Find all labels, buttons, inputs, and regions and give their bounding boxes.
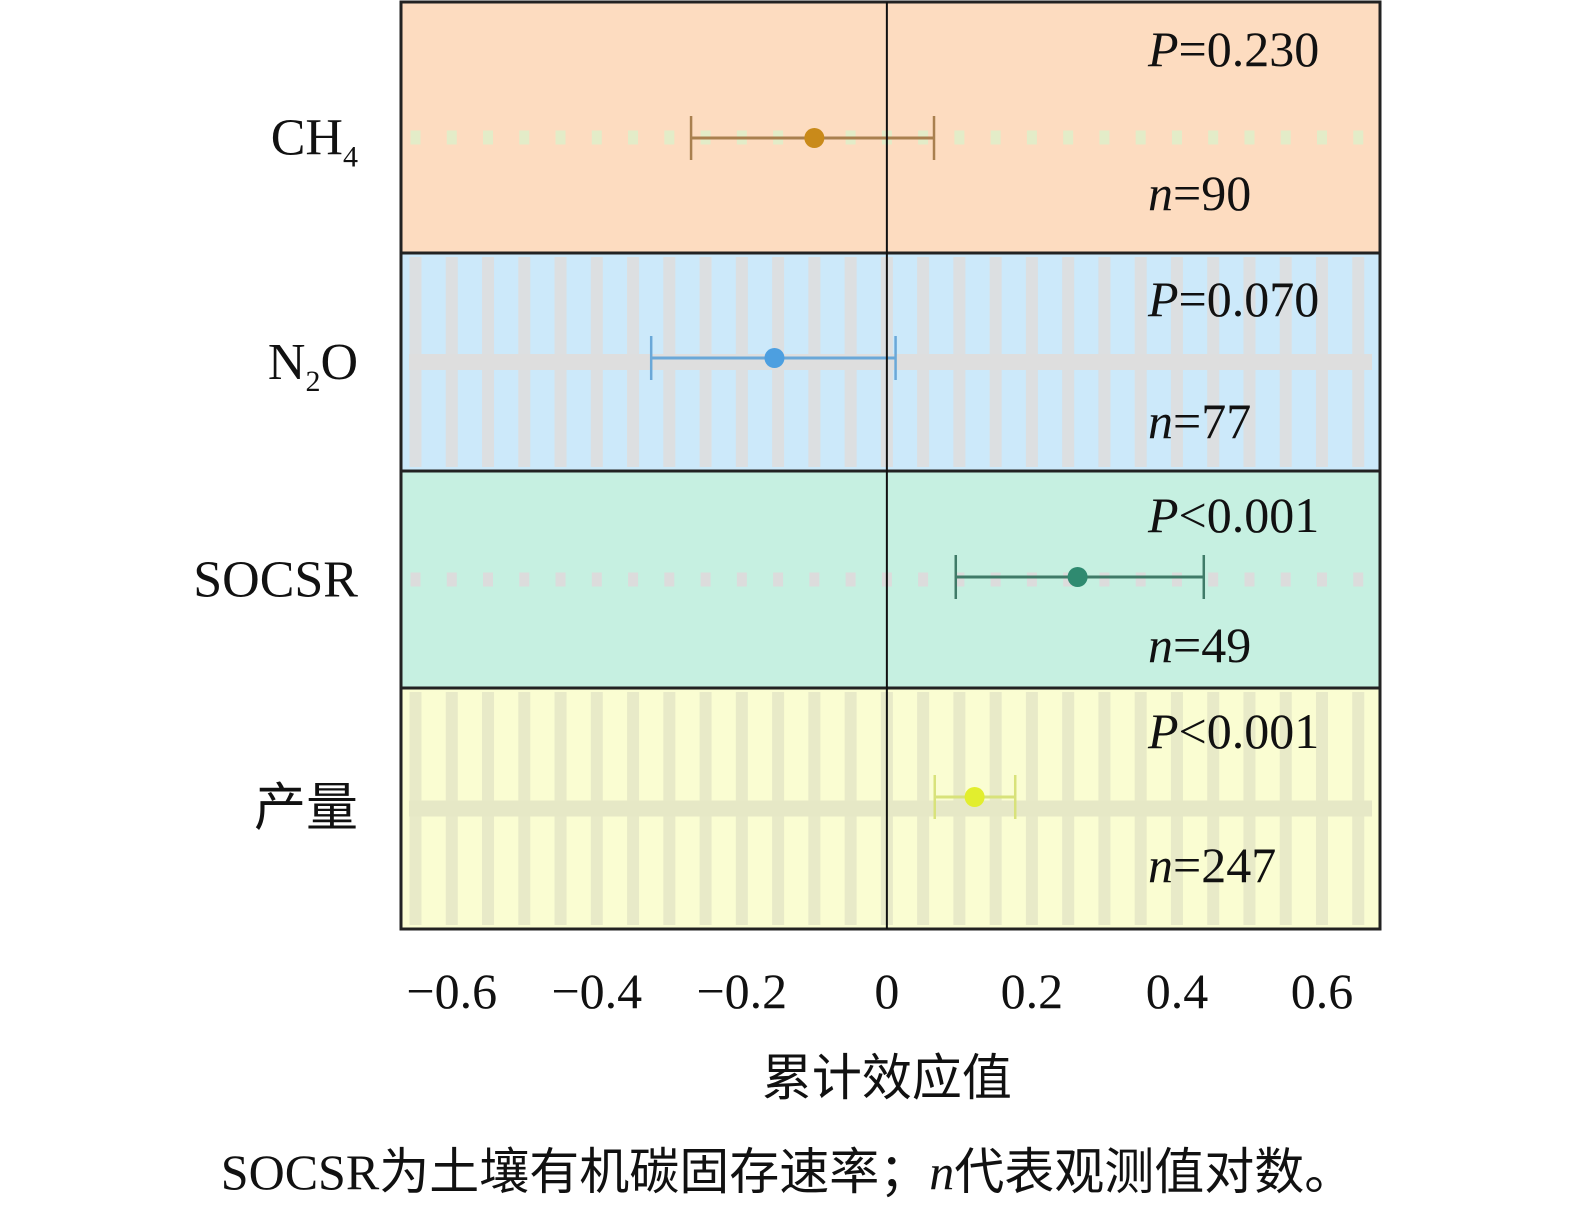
figure-caption: SOCSR为土壤有机碳固存速率；n代表观测值对数。	[0, 1132, 1575, 1204]
grid-dot	[664, 572, 675, 587]
p-value-label: P=0.230	[1147, 21, 1319, 77]
estimate-point	[804, 128, 825, 148]
grid-dot	[555, 572, 566, 587]
grid-dot	[1171, 130, 1182, 145]
grid-dot	[1099, 572, 1110, 587]
sample-size-label: n=90	[1148, 165, 1251, 221]
grid-dot	[809, 572, 820, 587]
grid-dot	[1135, 130, 1146, 145]
grid-dot	[1208, 130, 1219, 145]
category-label: CH4	[271, 110, 358, 174]
p-value-label: P=0.070	[1147, 271, 1319, 327]
x-tick-label: 0.6	[1291, 963, 1354, 1019]
grid-dot	[1244, 130, 1255, 145]
grid-dot	[918, 572, 929, 587]
grid-dot	[1135, 572, 1146, 587]
grid-dot	[1208, 572, 1219, 587]
p-value-label: P<0.001	[1147, 487, 1319, 543]
grid-dot	[1316, 130, 1327, 145]
grid-dot	[591, 130, 602, 145]
estimate-point	[1067, 567, 1088, 587]
row-0: CH4 P=0.230 n=90	[271, 2, 1380, 253]
grid-dot	[446, 572, 457, 587]
plot-frame	[399, 0, 1382, 931]
row-1: N2O P=0.070 n=77	[268, 253, 1380, 471]
grid-dot	[700, 572, 711, 587]
grid-dot	[483, 130, 494, 145]
caption-part2: 代表观测值对数。	[954, 1144, 1355, 1200]
x-tick-label: 0.4	[1146, 963, 1209, 1019]
grid-dot	[1099, 130, 1110, 145]
category-label: N2O	[268, 334, 358, 398]
caption-part1: SOCSR为土壤有机碳固存速率；	[220, 1144, 930, 1200]
category-label: SOCSR	[193, 552, 358, 609]
grid-dot	[1026, 130, 1037, 145]
caption-italic-n: n	[929, 1144, 955, 1200]
grid-dot	[954, 572, 965, 587]
row-3: 产量 P<0.001 n=247	[254, 688, 1380, 929]
grid-hline	[409, 800, 1372, 817]
grid-dot	[483, 572, 494, 587]
grid-dot	[1280, 572, 1291, 587]
x-tick-label: −0.6	[406, 963, 497, 1019]
sample-size-label: n=77	[1148, 393, 1251, 449]
grid-dot	[990, 572, 1001, 587]
grid-dot	[1026, 572, 1037, 587]
x-tick-label: −0.2	[696, 963, 787, 1019]
grid-dot	[845, 572, 856, 587]
x-tick-label: −0.4	[551, 963, 642, 1019]
x-tick-label: 0.2	[1001, 963, 1064, 1019]
sample-size-label: n=49	[1148, 617, 1251, 673]
p-value-label: P<0.001	[1147, 703, 1319, 759]
row-2: SOCSR P<0.001 n=49	[193, 471, 1380, 688]
grid-dot	[1353, 130, 1364, 145]
sample-size-label: n=247	[1148, 837, 1276, 893]
x-axis-label: 累计效应值	[762, 1050, 1012, 1106]
grid-dot	[736, 572, 747, 587]
row-background	[401, 2, 1380, 253]
grid-hline	[409, 354, 1372, 370]
grid-dot	[664, 130, 675, 145]
x-tick-label: 0	[874, 963, 899, 1019]
grid-dot	[555, 130, 566, 145]
grid-dot	[628, 572, 639, 587]
grid-dot	[446, 130, 457, 145]
grid-dot	[591, 572, 602, 587]
grid-dot	[773, 572, 784, 587]
grid-dot	[410, 572, 421, 587]
grid-dot	[410, 130, 421, 145]
grid-dot	[519, 572, 530, 587]
grid-dot	[1063, 130, 1074, 145]
grid-dot	[519, 130, 530, 145]
grid-dot	[954, 130, 965, 145]
grid-dot	[990, 130, 1001, 145]
estimate-point	[964, 787, 985, 807]
estimate-point	[764, 348, 785, 368]
category-label: 产量	[254, 781, 358, 838]
grid-dot	[1171, 572, 1182, 587]
grid-dot	[1244, 572, 1255, 587]
grid-dot	[1316, 572, 1327, 587]
grid-dot	[1280, 130, 1291, 145]
grid-dot	[628, 130, 639, 145]
grid-dot	[1353, 572, 1364, 587]
